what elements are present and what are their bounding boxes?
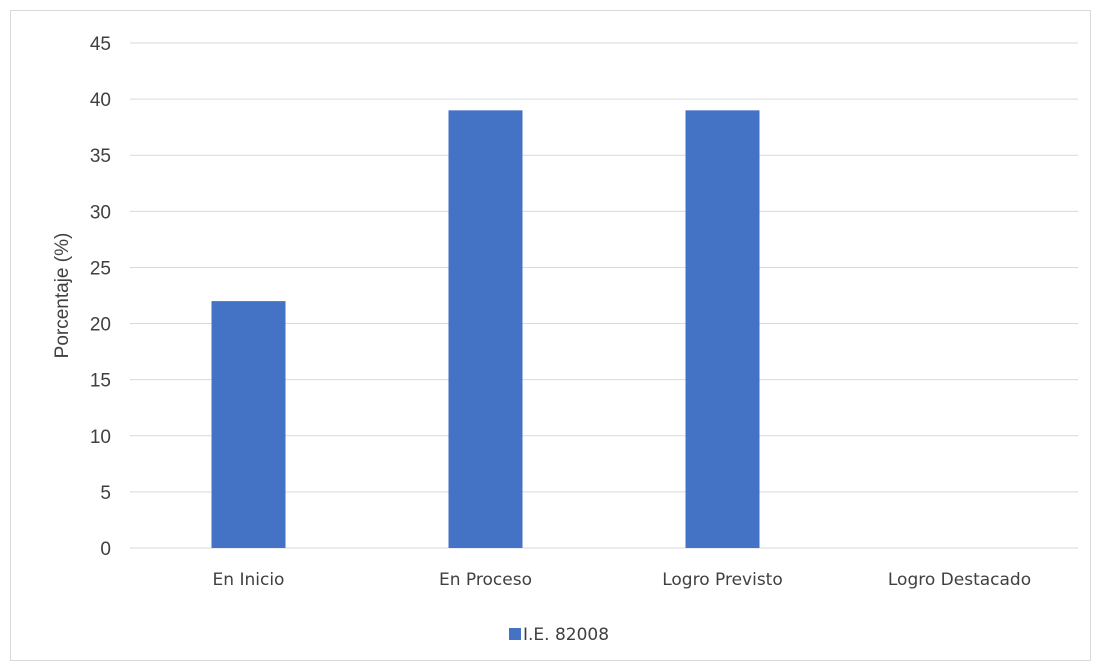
bar-logro-previsto[interactable] (685, 110, 760, 548)
x-axis-labels: En Inicio En Proceso Logro Previsto Logro D… (213, 570, 1032, 590)
y-axis-ticks: 0 5 10 15 20 25 30 35 40 45 (90, 34, 111, 560)
bar-en-proceso[interactable] (448, 110, 523, 548)
y-tick-label: 0 (100, 539, 111, 560)
y-tick-label: 40 (90, 90, 111, 111)
x-tick-label: Logro Destacado (888, 570, 1031, 590)
y-tick-label: 35 (90, 146, 111, 167)
y-axis-title: Porcentaje (%) (52, 233, 73, 359)
legend[interactable]: I.E. 82008 (509, 625, 609, 645)
x-tick-label: Logro Previsto (662, 570, 783, 590)
y-tick-label: 25 (90, 258, 111, 279)
bar-en-inicio[interactable] (211, 301, 286, 548)
legend-label: I.E. 82008 (523, 625, 609, 645)
y-tick-label: 20 (90, 315, 111, 336)
y-tick-label: 5 (100, 483, 111, 504)
gridlines (130, 42, 1078, 493)
y-tick-label: 10 (90, 427, 111, 448)
legend-swatch (509, 628, 521, 640)
y-tick-label: 30 (90, 202, 111, 223)
x-tick-label: En Proceso (439, 570, 532, 590)
x-tick-label: En Inicio (213, 570, 285, 590)
chart-frame (10, 10, 1091, 661)
y-tick-label: 15 (90, 371, 111, 392)
bars (211, 110, 760, 548)
y-tick-label: 45 (90, 34, 111, 55)
